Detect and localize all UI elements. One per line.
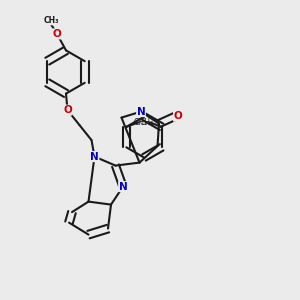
Text: O: O [63, 105, 72, 115]
Text: N: N [118, 182, 127, 192]
Text: N: N [136, 106, 146, 117]
Text: CH₃: CH₃ [140, 118, 154, 127]
Text: CH₃: CH₃ [134, 118, 148, 127]
Text: O: O [52, 29, 62, 39]
Text: N: N [90, 152, 99, 162]
Text: O: O [173, 111, 182, 121]
Text: CH₃: CH₃ [43, 16, 59, 25]
